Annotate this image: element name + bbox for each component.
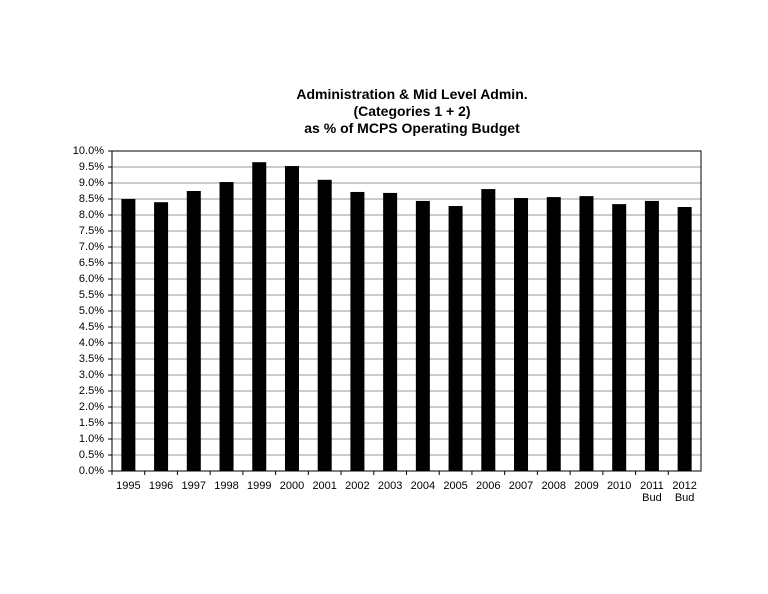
y-tick-label: 10.0% <box>73 145 104 157</box>
bar <box>317 179 332 472</box>
y-tick-label: 5.0% <box>79 305 104 317</box>
x-tick-label: 2008 <box>541 480 566 492</box>
bar <box>121 199 136 471</box>
x-tick-label: 2002 <box>345 480 370 492</box>
x-tick-label: 1997 <box>181 480 207 492</box>
x-tick-label: 1998 <box>214 480 239 492</box>
x-tick-label: 2000 <box>279 480 305 492</box>
bar <box>186 191 201 471</box>
bar <box>415 200 430 472</box>
y-tick-label: 1.5% <box>79 417 104 429</box>
y-tick-label: 2.5% <box>79 385 104 397</box>
bar <box>383 192 398 472</box>
y-tick-label: 4.0% <box>79 337 104 349</box>
bar <box>252 162 267 471</box>
y-tick-label: 3.5% <box>79 353 104 365</box>
x-tick-label: 1996 <box>148 480 174 492</box>
y-tick-label: 9.5% <box>79 161 104 173</box>
x-tick-label: 1995 <box>116 480 141 492</box>
x-tick-label: 2005 <box>443 480 468 492</box>
x-tick-label: 2011 Bud <box>640 480 664 504</box>
y-tick-label: 1.0% <box>79 433 104 445</box>
y-tick-label: 6.5% <box>79 257 104 269</box>
bar <box>350 191 365 471</box>
x-tick-label: 2012 Bud <box>672 480 697 504</box>
y-tick-label: 3.0% <box>79 369 104 381</box>
bar <box>481 189 496 471</box>
y-tick-label: 8.5% <box>79 193 104 205</box>
y-tick-label: 0.0% <box>79 465 104 477</box>
bar <box>644 200 659 472</box>
bar <box>677 207 692 471</box>
y-tick-label: 2.0% <box>79 401 104 413</box>
x-tick-label: 2010 <box>606 480 632 492</box>
y-tick-label: 8.0% <box>79 209 104 221</box>
bar <box>219 182 234 472</box>
y-tick-label: 0.5% <box>79 449 104 461</box>
bar <box>154 202 169 471</box>
x-tick-label: 2006 <box>476 480 501 492</box>
x-tick-label: 2009 <box>574 480 599 492</box>
y-tick-label: 7.0% <box>79 241 104 253</box>
x-tick-label: 2004 <box>410 480 436 492</box>
y-tick-label: 5.5% <box>79 289 104 301</box>
y-tick-label: 4.5% <box>79 321 104 333</box>
bar <box>612 204 627 471</box>
bar <box>546 197 561 471</box>
y-tick-label: 7.5% <box>79 225 104 237</box>
x-tick-label: 1999 <box>247 480 272 492</box>
bar <box>448 206 463 472</box>
y-tick-label: 6.0% <box>79 273 104 285</box>
bar <box>284 166 299 472</box>
bar <box>579 196 594 471</box>
bar <box>514 198 529 472</box>
y-tick-label: 9.0% <box>79 177 104 189</box>
x-tick-label: 2003 <box>377 480 403 492</box>
x-tick-label: 2001 <box>312 480 337 492</box>
x-tick-label: 2007 <box>508 480 534 492</box>
chart-title: Administration & Mid Level Admin. (Categ… <box>296 86 528 136</box>
